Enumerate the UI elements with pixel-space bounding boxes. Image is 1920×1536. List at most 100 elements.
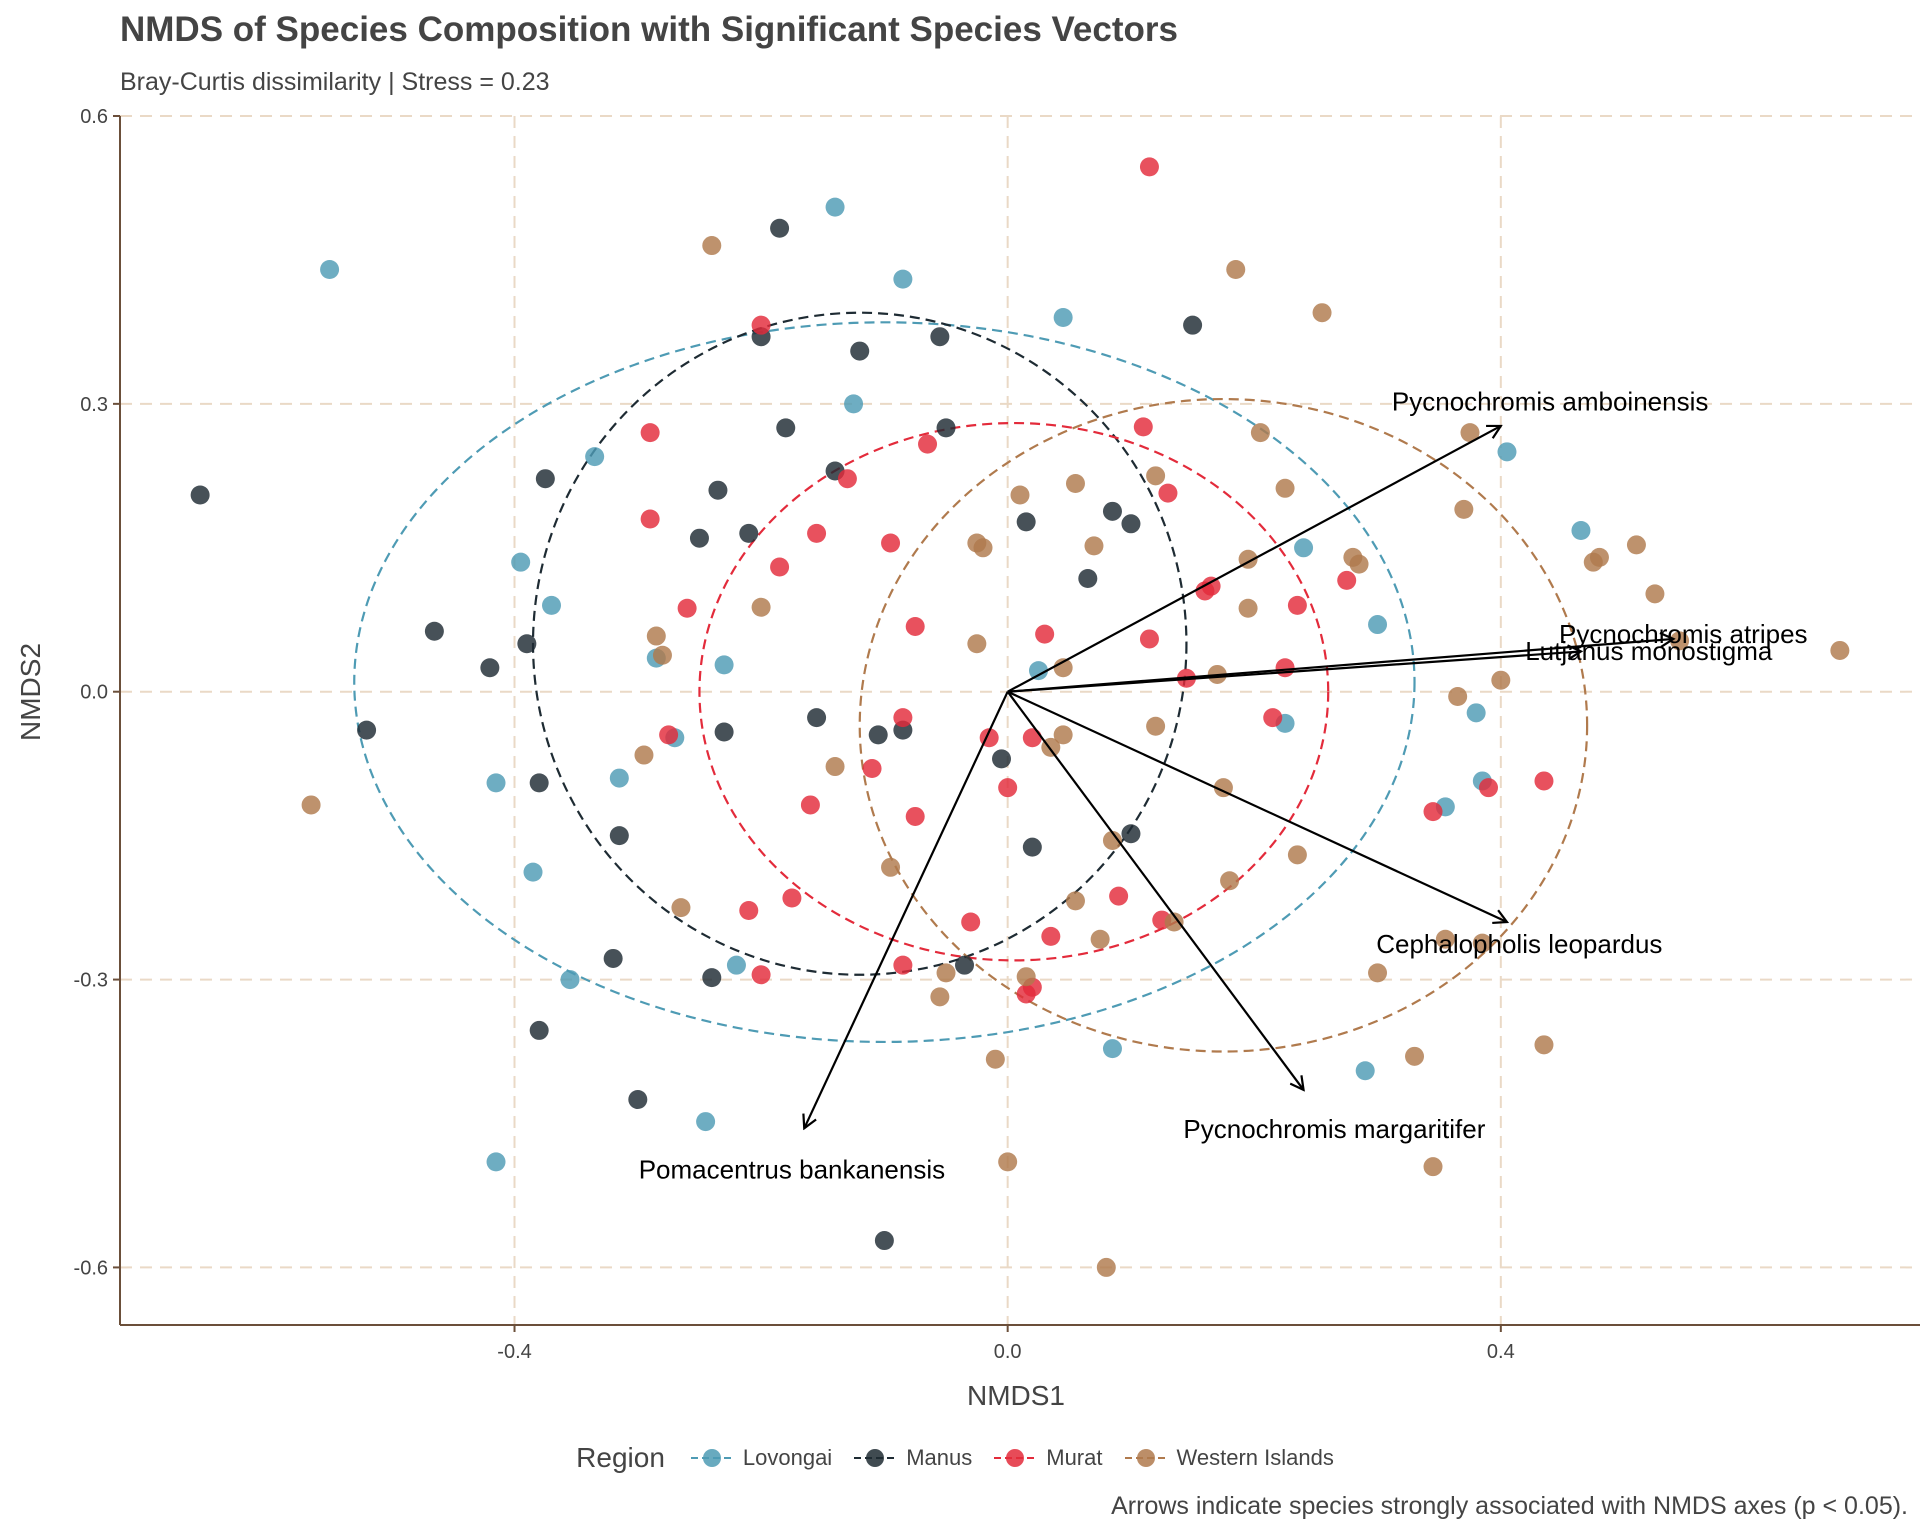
legend-key-manus — [854, 1449, 897, 1467]
point-western-islands — [967, 634, 987, 654]
legend-title: Region — [576, 1442, 665, 1473]
point-lovongai — [486, 773, 506, 793]
ellipse-lovongai — [353, 321, 1416, 1044]
point-murat — [961, 912, 981, 932]
point-western-islands — [1220, 871, 1240, 891]
point-manus — [850, 341, 870, 361]
point-western-islands — [1238, 598, 1258, 618]
point-manus — [609, 826, 629, 846]
vector-layer: Pycnochromis amboinensis Pycnochromis atr… — [639, 387, 1808, 1185]
x-tick-label: 0.4 — [1487, 1341, 1515, 1363]
y-axis-title: NMDS2 — [15, 643, 46, 741]
point-western-islands — [1460, 423, 1480, 443]
point-manus — [930, 327, 950, 347]
point-western-islands — [1589, 547, 1609, 567]
point-murat — [1423, 802, 1443, 822]
point-western-islands — [936, 963, 956, 983]
point-manus — [739, 523, 759, 543]
point-manus — [702, 968, 722, 988]
point-western-islands — [1448, 687, 1468, 707]
ellipse-manus — [531, 311, 1188, 976]
point-western-islands — [1349, 554, 1369, 574]
vector-label-lutjanus-monostigma: Lutjanus monostigma — [1525, 636, 1773, 666]
point-murat — [1337, 570, 1357, 590]
point-murat — [751, 965, 771, 985]
chart-title: NMDS of Species Composition with Signifi… — [120, 10, 1178, 49]
point-murat — [739, 900, 759, 920]
point-western-islands — [1534, 1035, 1554, 1055]
vector-cephalopholis-leopardus — [1007, 690, 1507, 922]
point-manus — [874, 1231, 894, 1251]
point-murat — [918, 434, 938, 454]
point-western-islands — [881, 857, 901, 877]
point-lovongai — [825, 197, 845, 217]
point-western-islands — [646, 626, 666, 646]
point-western-islands — [1472, 933, 1492, 953]
point-lovongai — [542, 595, 562, 615]
point-manus — [992, 749, 1012, 769]
point-murat — [837, 469, 857, 489]
point-western-islands — [1423, 1157, 1443, 1177]
point-manus — [535, 469, 555, 489]
point-lovongai — [726, 955, 746, 975]
point-western-islands — [1287, 845, 1307, 865]
point-western-islands — [1368, 963, 1388, 983]
point-western-islands — [1164, 912, 1184, 932]
point-western-islands — [825, 757, 845, 777]
point-western-islands — [985, 1049, 1005, 1069]
point-western-islands — [1053, 725, 1073, 745]
point-lovongai — [844, 394, 864, 414]
point-lovongai — [560, 970, 580, 990]
point-murat — [677, 598, 697, 618]
y-tick-label: 0.6 — [80, 106, 108, 128]
point-manus — [357, 720, 377, 740]
point-manus — [1121, 824, 1141, 844]
legend-key-western-islands — [1124, 1449, 1167, 1467]
point-lovongai — [320, 260, 340, 280]
x-tick-label: -0.4 — [497, 1341, 531, 1363]
point-manus — [1016, 512, 1036, 532]
point-lovongai — [486, 1152, 506, 1172]
point-lovongai — [1466, 703, 1486, 723]
point-manus — [1078, 568, 1098, 588]
legend-label-western-islands: Western Islands — [1176, 1445, 1334, 1470]
point-western-islands — [1065, 473, 1085, 493]
point-murat — [905, 806, 925, 826]
point-western-islands — [1084, 536, 1104, 556]
point-lovongai — [714, 655, 734, 675]
point-western-islands — [1010, 485, 1030, 505]
point-murat — [1263, 708, 1283, 728]
legend-key-lovongai — [690, 1449, 733, 1467]
point-western-islands — [751, 597, 771, 617]
point-murat — [998, 778, 1018, 798]
point-western-islands — [1096, 1257, 1116, 1277]
point-western-islands — [1065, 891, 1085, 911]
chart-caption: Arrows indicate species strongly associa… — [1111, 1492, 1908, 1520]
point-murat — [881, 533, 901, 553]
point-murat — [640, 423, 660, 443]
y-tick-label: -0.6 — [74, 1257, 108, 1279]
vector-label-pycnochromis-amboinensis: Pycnochromis amboinensis — [1392, 387, 1708, 417]
vector-label-pomacentrus-bankanensis: Pomacentrus bankanensis — [639, 1154, 945, 1184]
point-western-islands — [1491, 670, 1511, 690]
point-manus — [689, 528, 709, 548]
point-manus — [868, 725, 888, 745]
point-murat — [1275, 658, 1295, 678]
point-murat — [770, 557, 790, 577]
point-murat — [1534, 771, 1554, 791]
y-tick-label: 0.0 — [80, 682, 108, 704]
point-western-islands — [930, 987, 950, 1007]
point-murat — [905, 616, 925, 636]
point-manus — [936, 418, 956, 438]
point-western-islands — [634, 745, 654, 765]
point-murat — [1133, 417, 1153, 437]
point-murat — [893, 955, 913, 975]
point-western-islands — [998, 1152, 1018, 1172]
vector-label-pycnochromis-atripes: Pycnochromis atripes — [1559, 619, 1808, 649]
point-murat — [1287, 595, 1307, 615]
legend-item-lovongai: Lovongai — [689, 1443, 832, 1473]
point-manus — [1121, 514, 1141, 534]
x-axis-title: NMDS1 — [967, 1380, 1065, 1411]
point-western-islands — [1146, 466, 1166, 486]
point-lovongai — [1053, 308, 1073, 327]
